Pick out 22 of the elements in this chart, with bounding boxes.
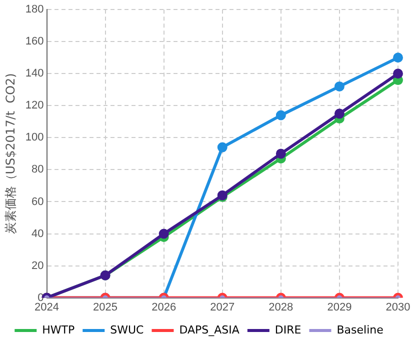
y-tick-label: 40 <box>32 228 44 240</box>
x-tick-label: 2024 <box>34 301 59 314</box>
legend-label: DIRE <box>274 323 302 336</box>
x-tick-label: 2029 <box>327 301 352 314</box>
y-tick-label: 180 <box>25 4 44 16</box>
x-tick-label: 2028 <box>268 301 294 314</box>
y-tick-label: 140 <box>25 68 44 80</box>
x-tick-label: 2026 <box>152 301 176 314</box>
y-axis-title: 炭素価格（US$2017/t CO2) <box>3 73 18 234</box>
x-tick-label: 2027 <box>210 301 235 314</box>
y-tick-label: 80 <box>32 164 44 176</box>
legend-label: HWTP <box>42 323 75 336</box>
y-tick-label: 120 <box>25 100 44 112</box>
x-tick-label: 2030 <box>386 301 410 314</box>
y-tick-label: 160 <box>25 36 44 48</box>
y-tick-label: 60 <box>32 196 44 208</box>
legend-label: SWUC <box>110 323 144 336</box>
legend-label: Baseline <box>336 323 384 336</box>
y-tick-label: 20 <box>32 260 44 272</box>
legend-label: DAPS_ASIA <box>179 323 240 336</box>
x-tick-label: 2025 <box>93 301 118 314</box>
y-tick-label: 100 <box>25 132 44 144</box>
